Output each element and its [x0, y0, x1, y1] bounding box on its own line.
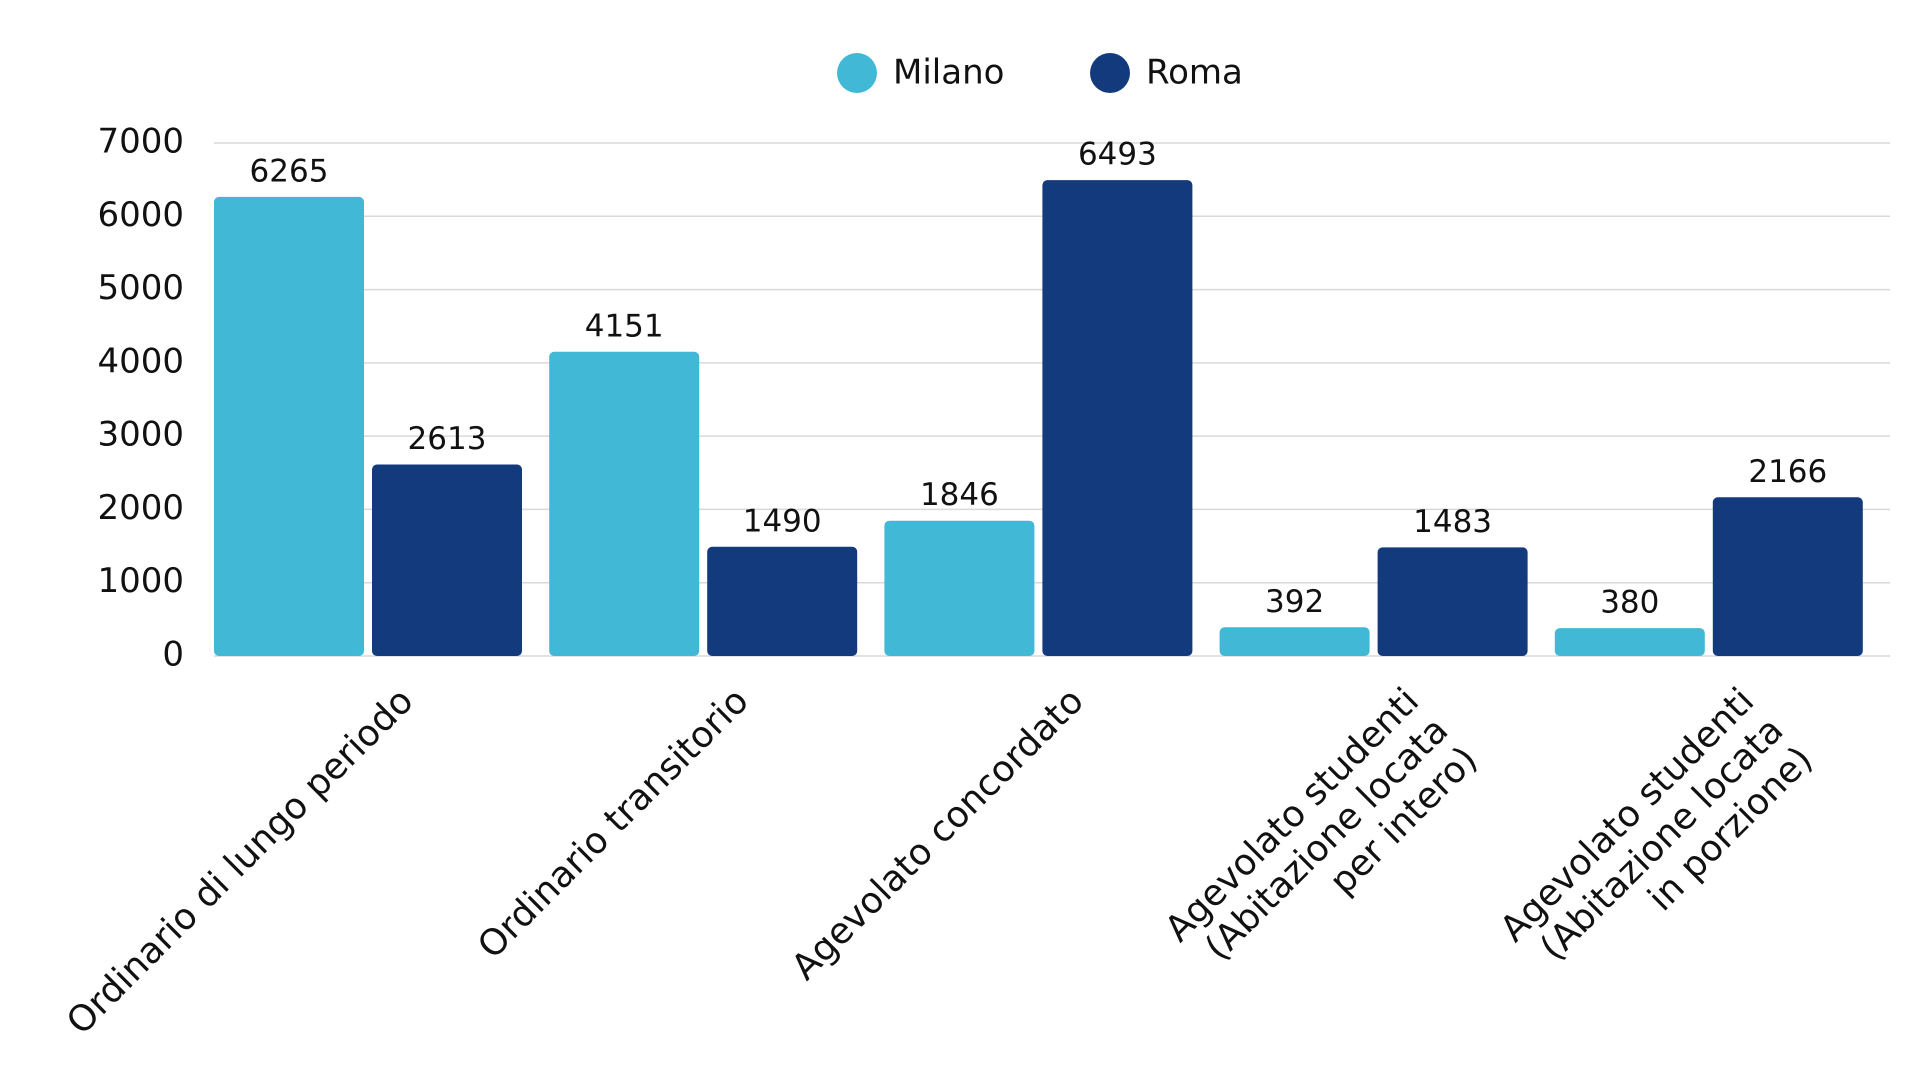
data-label: 2613: [408, 421, 487, 457]
x-tick-label: Agevolato studenti(Abitazione locataper …: [1157, 680, 1485, 1008]
bar: [1554, 628, 1705, 656]
data-label: 1490: [743, 503, 822, 539]
legend-swatch: [837, 53, 877, 93]
bar: [214, 196, 364, 657]
bar: [884, 520, 1035, 656]
bar: [1377, 547, 1528, 656]
data-label: 392: [1265, 584, 1324, 620]
data-label: 6265: [250, 153, 329, 189]
data-label: 1483: [1413, 504, 1492, 540]
data-label: 380: [1600, 585, 1659, 621]
bar: [707, 546, 858, 656]
data-label: 1846: [920, 477, 999, 513]
bar: [1712, 497, 1863, 656]
x-tick-group: Ordinario transitorio: [470, 680, 756, 966]
y-tick-label: 3000: [97, 415, 184, 455]
legend-label: Milano: [893, 53, 1004, 93]
x-tick-label: Ordinario di lungo periodo: [59, 680, 421, 1042]
bar: [1042, 180, 1193, 656]
legend-swatch: [1090, 53, 1130, 93]
x-tick-label: Agevolato concordato: [784, 680, 1092, 988]
x-tick-label: Agevolato studenti(Abitazione locatain p…: [1493, 680, 1821, 1008]
y-tick-label: 5000: [97, 268, 184, 308]
y-tick-label: 6000: [97, 195, 184, 235]
bar: [549, 351, 700, 656]
y-tick-label: 0: [162, 635, 184, 675]
y-tick-label: 1000: [97, 561, 184, 601]
bar: [372, 464, 522, 656]
y-tick-label: 7000: [97, 122, 184, 162]
data-label: 6493: [1078, 137, 1157, 173]
x-tick-group: Agevolato concordato: [784, 680, 1092, 988]
y-tick-label: 2000: [97, 488, 184, 528]
data-label: 4151: [585, 308, 664, 344]
bar: [1219, 627, 1370, 656]
x-tick-group: Agevolato studenti(Abitazione locatain p…: [1493, 680, 1821, 1008]
x-tick-group: Ordinario di lungo periodo: [59, 680, 421, 1042]
y-tick-label: 4000: [97, 341, 184, 381]
legend-label: Roma: [1146, 53, 1243, 93]
x-tick-label: Ordinario transitorio: [470, 680, 756, 966]
data-label: 2166: [1748, 454, 1827, 490]
x-tick-group: Agevolato studenti(Abitazione locataper …: [1157, 680, 1485, 1008]
